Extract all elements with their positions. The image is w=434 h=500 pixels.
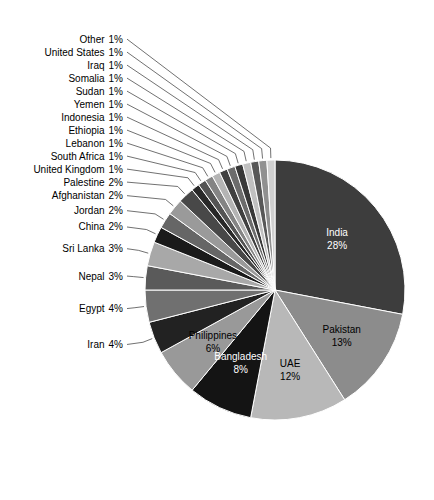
slice-value-label: 3% — [109, 271, 124, 282]
labels: India 28% Pakistan 13% UAE 12% Bangladesh 8% Phi… — [33, 34, 360, 382]
pie-slice — [275, 160, 405, 314]
slice-value-label: 13% — [332, 337, 352, 348]
slice-label: Lebanon — [66, 138, 105, 149]
slice-label: Jordan — [74, 205, 105, 216]
slice-value-label: 3% — [109, 243, 124, 254]
leader-line — [127, 211, 164, 220]
slice-label: UAE — [280, 358, 301, 369]
leader-line — [127, 143, 208, 176]
slice-value-label: 1% — [109, 151, 124, 162]
slice-label: Iraq — [87, 60, 104, 71]
leader-line — [127, 182, 185, 194]
leader-line — [127, 307, 144, 309]
slice-value-label: 12% — [280, 371, 300, 382]
leader-line — [127, 156, 201, 181]
slice-label: Palestine — [63, 177, 105, 188]
slice-label: Philippines — [189, 330, 237, 341]
slice-label: Bangladesh — [214, 351, 267, 362]
slice-value-label: 1% — [109, 99, 124, 110]
slice-value-label: 1% — [109, 164, 124, 175]
slice-label: United States — [45, 47, 105, 58]
slice-label: Indonesia — [61, 112, 105, 123]
slice-label: Egypt — [79, 303, 105, 314]
leader-line — [127, 196, 173, 206]
slice-value-label: 4% — [109, 339, 124, 350]
slice-value-label: 1% — [109, 86, 124, 97]
slice-label: Pakistan — [322, 324, 360, 335]
slice-value-label: 1% — [109, 73, 124, 84]
leader-line — [127, 130, 215, 172]
slice-value-label: 6% — [206, 343, 221, 354]
slice-label: Somalia — [68, 73, 105, 84]
slice-value-label: 2% — [109, 190, 124, 201]
chart-container: India 28% Pakistan 13% UAE 12% Bangladesh 8% Phi… — [0, 0, 434, 500]
leader-line — [127, 52, 263, 158]
slice-value-label: 1% — [109, 47, 124, 58]
leader-line — [127, 339, 152, 345]
leader-line — [127, 117, 223, 169]
slice-label: China — [78, 221, 105, 232]
slice-label: India — [326, 227, 348, 238]
leader-line — [127, 104, 230, 166]
pie — [145, 160, 405, 420]
leader-line — [127, 249, 148, 253]
slice-value-label: 2% — [109, 205, 124, 216]
slice-value-label: 1% — [109, 60, 124, 71]
slice-value-label: 1% — [109, 138, 124, 149]
leader-line — [127, 276, 144, 278]
slice-label: South Africa — [51, 151, 105, 162]
pie-slice — [259, 160, 275, 290]
leader-line — [127, 227, 156, 234]
slice-value-label: 2% — [109, 221, 124, 232]
slice-label: Afghanistan — [52, 190, 105, 201]
slice-label: Other — [80, 34, 106, 45]
leader-line — [127, 169, 194, 186]
slice-label: Nepal — [78, 271, 104, 282]
slice-value-label: 28% — [327, 240, 347, 251]
pie-slice — [267, 160, 275, 290]
leader-line — [127, 65, 254, 160]
leader-line — [127, 78, 246, 161]
slice-value-label: 1% — [109, 34, 124, 45]
pie-slice — [145, 290, 275, 322]
slice-label: Sri Lanka — [62, 243, 105, 254]
slice-value-label: 4% — [109, 303, 124, 314]
slice-label: Ethiopia — [68, 125, 105, 136]
slice-value-label: 1% — [109, 125, 124, 136]
slice-value-label: 8% — [233, 364, 248, 375]
leader-line — [127, 39, 271, 158]
leader-line — [127, 91, 238, 163]
slice-label: Iran — [87, 339, 104, 350]
slice-value-label: 1% — [109, 112, 124, 123]
chart-svg: India 28% Pakistan 13% UAE 12% Bangladesh 8% Phi… — [0, 0, 434, 500]
slice-label: Sudan — [76, 86, 105, 97]
slice-label: Yemen — [74, 99, 105, 110]
slice-value-label: 2% — [109, 177, 124, 188]
slice-label: United Kingdom — [33, 164, 104, 175]
